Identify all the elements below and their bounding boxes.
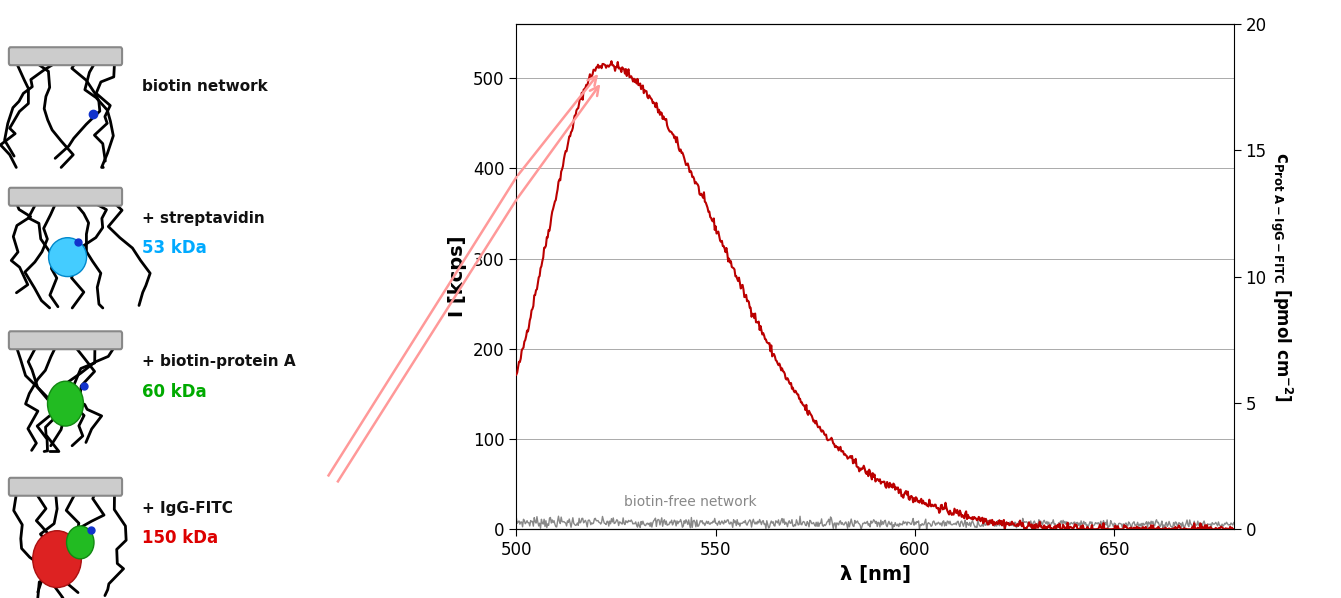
Y-axis label: I [kcps]: I [kcps] bbox=[448, 236, 467, 318]
Text: + IgG-FITC: + IgG-FITC bbox=[142, 501, 232, 516]
Text: 53 kDa: 53 kDa bbox=[142, 239, 207, 257]
Y-axis label: c$_{\mathregular{Prot\ A-IgG-FITC}}$ [pmol cm$^{\mathregular{-2}}$]: c$_{\mathregular{Prot\ A-IgG-FITC}}$ [pm… bbox=[1269, 151, 1294, 402]
FancyBboxPatch shape bbox=[9, 478, 122, 496]
Text: + streptavidin: + streptavidin bbox=[142, 210, 264, 226]
Text: 150 kDa: 150 kDa bbox=[142, 529, 217, 547]
Text: biotin network: biotin network bbox=[142, 79, 267, 94]
Text: + biotin-protein A: + biotin-protein A bbox=[142, 354, 295, 370]
FancyBboxPatch shape bbox=[9, 188, 122, 206]
FancyBboxPatch shape bbox=[9, 47, 122, 65]
Ellipse shape bbox=[47, 382, 83, 426]
X-axis label: λ [nm]: λ [nm] bbox=[839, 565, 911, 584]
Ellipse shape bbox=[67, 526, 94, 559]
Text: 60 kDa: 60 kDa bbox=[142, 383, 207, 401]
Text: biotin-free network: biotin-free network bbox=[624, 495, 756, 509]
Ellipse shape bbox=[48, 237, 87, 277]
Ellipse shape bbox=[32, 531, 82, 587]
FancyBboxPatch shape bbox=[9, 331, 122, 349]
